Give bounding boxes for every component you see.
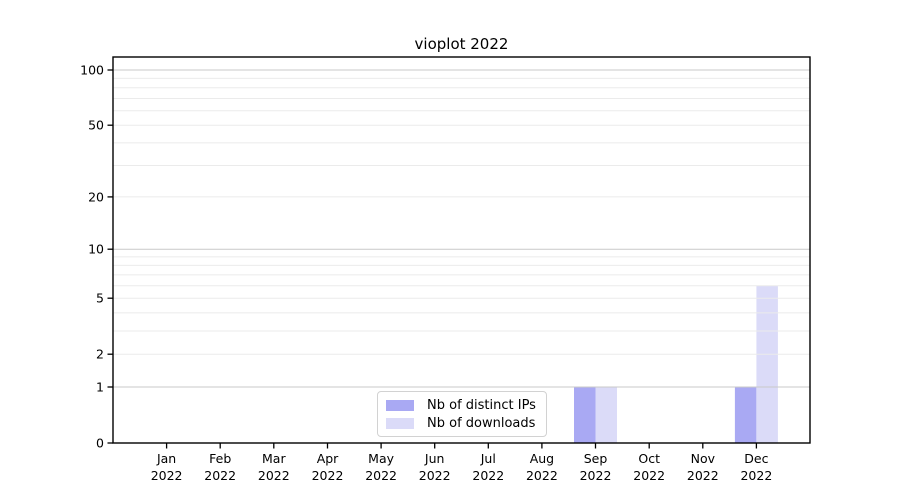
x-tick-label-month: May bbox=[368, 451, 394, 466]
x-tick-label-month: Apr bbox=[317, 451, 339, 466]
y-tick-label: 100 bbox=[80, 63, 104, 78]
bar bbox=[574, 387, 596, 443]
y-tick-label: 20 bbox=[88, 189, 104, 204]
legend-item-distinct-ips: Nb of distinct IPs bbox=[386, 396, 537, 414]
y-tick-label: 1 bbox=[96, 380, 104, 395]
x-tick-label-month: Mar bbox=[262, 451, 286, 466]
plot-border bbox=[112, 56, 811, 444]
x-tick-label-month: Feb bbox=[209, 451, 231, 466]
legend-label-downloads: Nb of downloads bbox=[427, 415, 536, 431]
x-tick-label-month: Jun bbox=[424, 451, 445, 466]
bar bbox=[734, 387, 757, 443]
legend-item-downloads: Nb of downloads bbox=[386, 414, 537, 432]
legend-swatch-downloads bbox=[386, 417, 414, 429]
x-tick-label-month: Jan bbox=[156, 451, 176, 466]
x-tick-label-month: Sep bbox=[584, 451, 608, 466]
x-tick-label-year: 2022 bbox=[633, 468, 665, 483]
x-tick-label-year: 2022 bbox=[580, 468, 612, 483]
x-tick-label-year: 2022 bbox=[204, 468, 236, 483]
y-tick-label: 10 bbox=[88, 242, 104, 257]
legend-label-distinct-ips: Nb of distinct IPs bbox=[427, 397, 536, 413]
legend-swatch-distinct-ips bbox=[386, 399, 414, 411]
x-tick-label-year: 2022 bbox=[740, 468, 772, 483]
x-tick-label-month: Oct bbox=[638, 451, 660, 466]
y-tick-label: 5 bbox=[96, 291, 104, 306]
x-tick-label-year: 2022 bbox=[419, 468, 451, 483]
x-tick-label-month: Aug bbox=[530, 451, 554, 466]
x-tick-label-month: Nov bbox=[691, 451, 716, 466]
x-tick-label-year: 2022 bbox=[472, 468, 504, 483]
bar bbox=[595, 387, 617, 443]
bar bbox=[756, 285, 778, 443]
legend: Nb of distinct IPs Nb of downloads bbox=[377, 391, 547, 437]
x-tick-label-month: Dec bbox=[744, 451, 768, 466]
x-tick-label-year: 2022 bbox=[312, 468, 344, 483]
y-tick-label: 2 bbox=[96, 347, 104, 362]
x-tick-label-year: 2022 bbox=[526, 468, 558, 483]
y-tick-label: 0 bbox=[96, 436, 104, 451]
y-tick-label: 50 bbox=[88, 118, 104, 133]
x-tick-label-year: 2022 bbox=[151, 468, 183, 483]
x-tick-label-year: 2022 bbox=[365, 468, 397, 483]
x-tick-label-month: Jul bbox=[480, 451, 496, 466]
x-tick-label-year: 2022 bbox=[258, 468, 290, 483]
chart-title: vioplot 2022 bbox=[414, 35, 509, 53]
x-tick-label-year: 2022 bbox=[687, 468, 719, 483]
